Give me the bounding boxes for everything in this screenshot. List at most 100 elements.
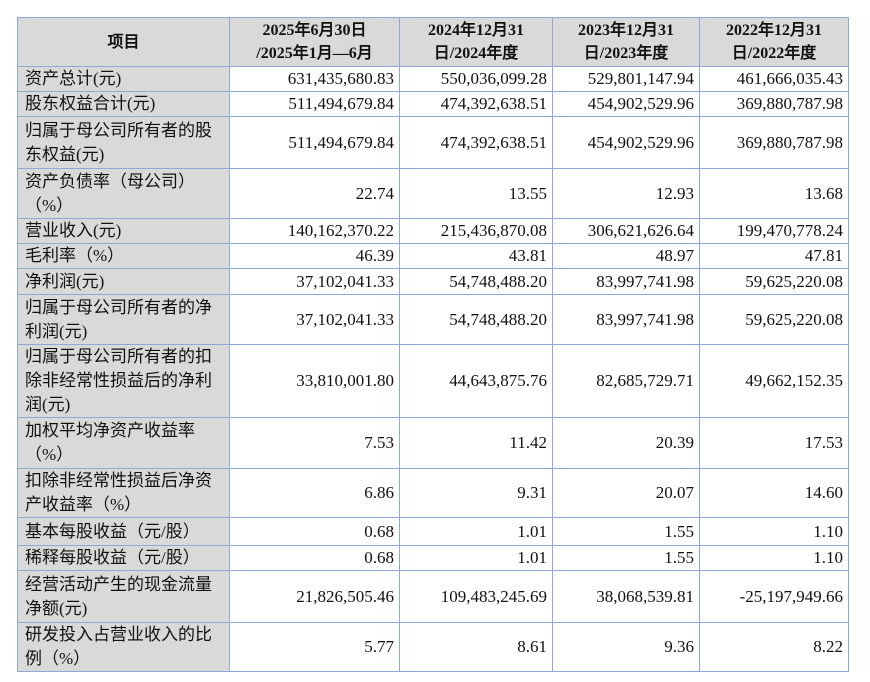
value-cell: 1.01 [399,545,553,571]
value-cell: 37,102,041.33 [229,268,400,295]
value-cell: 46.39 [229,243,400,269]
value-cell: 0.68 [229,545,400,571]
row-label: 加权平均净资产收益率（%） [17,417,230,469]
value-cell: 48.97 [552,243,700,269]
value-cell: 306,621,626.64 [552,218,700,244]
table-row: 净利润(元) 37,102,041.33 54,748,488.20 83,997,7… [17,268,849,295]
header-text: 日/2023年度 [583,45,669,62]
value-cell: 59,625,220.08 [699,294,849,345]
value-cell: 529,801,147.94 [552,66,700,92]
table-row: 加权平均净资产收益率（%） 7.53 11.42 20.39 17.53 [17,417,849,469]
value-cell: 9.31 [399,468,553,518]
header-text: 日/2024年度 [433,45,519,62]
value-cell: 7.53 [229,417,400,469]
table-row: 资产负债率（母公司）（%） 22.74 13.55 12.93 13.68 [17,168,849,219]
header-text: 2024年12月31 [427,22,524,39]
value-cell: 20.39 [552,417,700,469]
header-text: /2025年1月—6月 [256,45,373,62]
table-row: 资产总计(元) 631,435,680.83 550,036,099.28 529,8… [17,66,849,92]
table-row: 基本每股收益（元/股） 0.68 1.01 1.55 1.10 [17,517,849,546]
value-cell: 37,102,041.33 [229,294,400,345]
row-label: 归属于母公司所有者的股东权益(元) [17,116,230,169]
header-text: 日/2022年度 [731,45,817,62]
value-cell: 199,470,778.24 [699,218,849,244]
value-cell: 1.10 [699,545,849,571]
value-cell: 12.93 [552,168,700,219]
value-cell: 43.81 [399,243,553,269]
value-cell: 550,036,099.28 [399,66,553,92]
value-cell: 47.81 [699,243,849,269]
table-row: 稀释每股收益（元/股） 0.68 1.01 1.55 1.10 [17,545,849,571]
value-cell: 474,392,638.51 [399,91,553,117]
value-cell: 1.55 [552,517,700,546]
value-cell: 1.55 [552,545,700,571]
table-row: 归属于母公司所有者的股东权益(元) 511,494,679.84 474,392,6… [17,116,849,169]
header-item: 项目 [17,17,230,67]
value-cell: 82,685,729.71 [552,344,700,418]
value-cell: 13.68 [699,168,849,219]
table-row: 股东权益合计(元) 511,494,679.84 474,392,638.51 454… [17,91,849,117]
value-cell: 8.61 [399,622,553,672]
value-cell: 83,997,741.98 [552,268,700,295]
table-row: 归属于母公司所有者的净利润(元) 37,102,041.33 54,748,488.… [17,294,849,345]
value-cell: 109,483,245.69 [399,570,553,623]
value-cell: 83,997,741.98 [552,294,700,345]
financial-data-table: 项目 2025年6月30日/2025年1月—6月 2024年12月31 日/202… [17,17,849,672]
row-label: 扣除非经常性损益后净资产收益率（%） [17,468,230,518]
header-2023: 2023年12月31 日/2023年度 [552,17,700,67]
value-cell: 0.68 [229,517,400,546]
value-cell: 54,748,488.20 [399,294,553,345]
row-label: 基本每股收益（元/股） [17,517,230,546]
row-label: 稀释每股收益（元/股） [17,545,230,571]
row-label: 净利润(元) [17,268,230,295]
row-label: 归属于母公司所有者的净利润(元) [17,294,230,345]
header-2022: 2022年12月31 日/2022年度 [699,17,849,67]
value-cell: 9.36 [552,622,700,672]
header-2025h1: 2025年6月30日/2025年1月—6月 [229,17,400,67]
value-cell: 13.55 [399,168,553,219]
value-cell: 54,748,488.20 [399,268,553,295]
value-cell: -25,197,949.66 [699,570,849,623]
value-cell: 140,162,370.22 [229,218,400,244]
value-cell: 11.42 [399,417,553,469]
table-row: 扣除非经常性损益后净资产收益率（%） 6.86 9.31 20.07 14.60 [17,468,849,518]
table-row: 研发投入占营业收入的比例（%） 5.77 8.61 9.36 8.22 [17,622,849,672]
header-text: 2025年6月30日 [262,22,367,39]
table-row: 经营活动产生的现金流量净额(元) 21,826,505.46 109,483,245… [17,570,849,623]
value-cell: 22.74 [229,168,400,219]
row-label: 股东权益合计(元) [17,91,230,117]
row-label: 毛利率（%） [17,243,230,269]
table-row: 毛利率（%） 46.39 43.81 48.97 47.81 [17,243,849,269]
value-cell: 14.60 [699,468,849,518]
value-cell: 5.77 [229,622,400,672]
value-cell: 38,068,539.81 [552,570,700,623]
row-label: 资产负债率（母公司）（%） [17,168,230,219]
value-cell: 511,494,679.84 [229,116,400,169]
row-label: 经营活动产生的现金流量净额(元) [17,570,230,623]
header-2024: 2024年12月31 日/2024年度 [399,17,553,67]
value-cell: 1.10 [699,517,849,546]
value-cell: 44,643,875.76 [399,344,553,418]
value-cell: 369,880,787.98 [699,116,849,169]
value-cell: 21,826,505.46 [229,570,400,623]
row-label: 营业收入(元) [17,218,230,244]
header-text: 2022年12月31 [725,22,822,39]
value-cell: 474,392,638.51 [399,116,553,169]
header-text: 2023年12月31 [577,22,674,39]
value-cell: 631,435,680.83 [229,66,400,92]
value-cell: 49,662,152.35 [699,344,849,418]
value-cell: 461,666,035.43 [699,66,849,92]
row-label: 研发投入占营业收入的比例（%） [17,622,230,672]
header-row: 项目 2025年6月30日/2025年1月—6月 2024年12月31 日/202… [17,17,849,67]
value-cell: 511,494,679.84 [229,91,400,117]
value-cell: 17.53 [699,417,849,469]
row-label: 资产总计(元) [17,66,230,92]
value-cell: 454,902,529.96 [552,116,700,169]
value-cell: 1.01 [399,517,553,546]
value-cell: 454,902,529.96 [552,91,700,117]
row-label: 归属于母公司所有者的扣除非经常性损益后的净利润(元) [17,344,230,418]
value-cell: 33,810,001.80 [229,344,400,418]
value-cell: 20.07 [552,468,700,518]
value-cell: 6.86 [229,468,400,518]
header-text: 项目 [107,33,140,51]
